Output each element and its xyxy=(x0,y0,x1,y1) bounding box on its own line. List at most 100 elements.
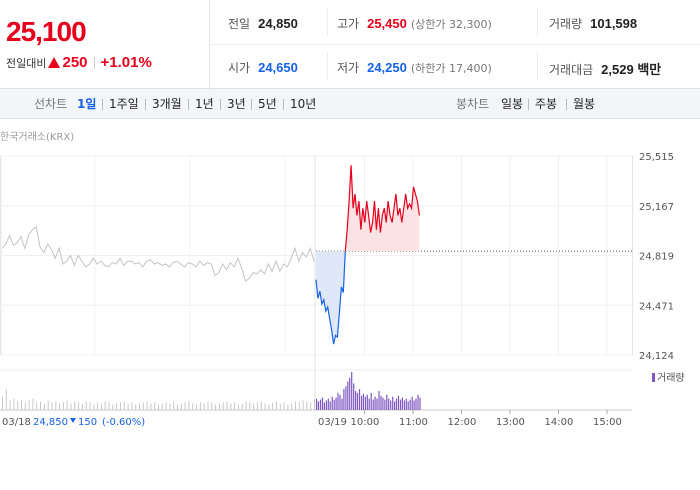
divider xyxy=(145,99,146,110)
volume-bar xyxy=(51,402,53,410)
volume-bar xyxy=(343,389,345,410)
current-price: 25,100 xyxy=(6,16,87,47)
volume-bar xyxy=(397,395,400,411)
volume-bar xyxy=(188,401,190,410)
volume-bar xyxy=(150,403,152,410)
price-box: 25,100 전일대비 250 +1.01% xyxy=(0,0,210,89)
volume-bar xyxy=(378,391,380,410)
intraday-chart: 한국거래소(KRX) 25,515 25,167 24,819 24,471 24,12… xyxy=(0,131,685,428)
divider xyxy=(283,99,284,110)
volume-bar xyxy=(245,401,247,410)
today-area-up xyxy=(345,165,420,252)
volume-bar xyxy=(403,400,405,410)
chart-toolbar: 선차트 1일 1주일 3개월 1년 3년 5년 10년 봉차트 일봉 주봉 월봉 xyxy=(0,89,700,119)
y-tick-label: 24,471 xyxy=(639,301,674,312)
volume-bar xyxy=(314,399,315,411)
today-series xyxy=(315,165,420,345)
volume-bar xyxy=(161,403,163,410)
volume-bar xyxy=(306,401,308,410)
stat-label: 거래대금 xyxy=(549,63,594,77)
volume-bar xyxy=(337,392,339,410)
volume-bar xyxy=(411,396,413,410)
volume-bar xyxy=(104,401,106,410)
stat-value: 2,529 백만 xyxy=(601,62,662,77)
volume-bar xyxy=(335,397,337,410)
volume-bar xyxy=(123,401,125,410)
period-tab-1w[interactable]: 1주일 xyxy=(109,97,139,111)
candle-chart-label: 봉차트 xyxy=(456,97,490,111)
volume-bar xyxy=(283,402,285,410)
volume-bar xyxy=(327,398,329,410)
candle-tab-monthly[interactable]: 월봉 xyxy=(573,97,596,111)
today-date: 03/19 xyxy=(318,417,347,428)
volume-bar xyxy=(415,398,417,410)
y-tick-label: 25,167 xyxy=(639,202,674,213)
volume-bar xyxy=(321,397,324,410)
divider xyxy=(251,99,252,110)
volume-bar xyxy=(78,402,80,410)
stat-label: 저가 xyxy=(337,61,360,75)
prev-day-series xyxy=(1,225,315,283)
candle-tab-daily[interactable]: 일봉 xyxy=(501,97,524,111)
stat-label: 시가 xyxy=(228,61,251,75)
volume-bar xyxy=(120,402,121,410)
divider xyxy=(220,99,221,110)
period-tab-1y[interactable]: 1년 xyxy=(195,97,214,111)
volume-bar xyxy=(184,402,186,410)
volume-bar xyxy=(347,381,349,410)
volume-bar xyxy=(9,400,11,410)
today-line-up xyxy=(344,165,420,252)
stats-divider xyxy=(327,8,328,36)
period-tab-10y[interactable]: 10년 xyxy=(290,97,317,111)
stats-divider xyxy=(327,52,328,80)
volume-bar xyxy=(47,400,49,410)
volume-bar xyxy=(317,401,320,410)
volume-bar xyxy=(112,404,114,410)
volume-bar xyxy=(407,401,409,410)
volume-bar xyxy=(419,397,421,410)
volume-bar xyxy=(146,401,148,410)
volume-bar xyxy=(339,394,341,410)
volume-bar xyxy=(360,395,363,411)
volume-bar xyxy=(264,403,266,410)
candle-tab-weekly[interactable]: 주봉 xyxy=(535,97,558,111)
prev-day-change-pct: (-0.60%) xyxy=(102,417,145,428)
volume-bar xyxy=(249,402,251,410)
change-row: 전일대비 250 +1.01% xyxy=(6,54,152,71)
stat-volume: 거래량 101,598 xyxy=(549,15,637,32)
volume-bar xyxy=(355,391,357,410)
change-value: 250 xyxy=(62,54,88,71)
volume-bar xyxy=(230,403,232,410)
volume-bar xyxy=(89,402,91,410)
period-tab-5y[interactable]: 5년 xyxy=(258,97,277,111)
period-tab-3m[interactable]: 3개월 xyxy=(152,97,182,111)
divider xyxy=(528,99,529,110)
volume-bar xyxy=(287,404,289,410)
volume-bar xyxy=(392,396,394,410)
volume-bar xyxy=(93,404,95,410)
volume-bar xyxy=(325,400,327,410)
volume-bar xyxy=(218,403,220,410)
volume-bar xyxy=(207,401,209,410)
volume-bar xyxy=(405,398,407,410)
source-label: 한국거래소(KRX) xyxy=(0,131,74,143)
stats-divider xyxy=(537,8,538,36)
volume-bar xyxy=(260,401,262,410)
volume-bar xyxy=(341,398,343,410)
volume-legend-swatch xyxy=(652,373,655,382)
period-tab-3y[interactable]: 3년 xyxy=(227,97,246,111)
today-line-down xyxy=(315,251,346,345)
volume-bar xyxy=(358,389,361,410)
stat-label: 전일 xyxy=(228,17,251,31)
today-area-down xyxy=(316,251,420,345)
volume-bar xyxy=(364,396,366,410)
stats-divider xyxy=(537,52,538,80)
x-tick-label: 10:00 xyxy=(351,417,380,428)
volume-bar xyxy=(388,398,390,410)
stat-high: 고가 25,450 (상한가 32,300) xyxy=(337,15,492,32)
volume-bar xyxy=(203,403,205,410)
divider xyxy=(566,99,567,110)
volume-bar xyxy=(81,403,83,410)
volume-bar xyxy=(127,403,129,410)
period-tab-1d[interactable]: 1일 xyxy=(77,97,97,111)
